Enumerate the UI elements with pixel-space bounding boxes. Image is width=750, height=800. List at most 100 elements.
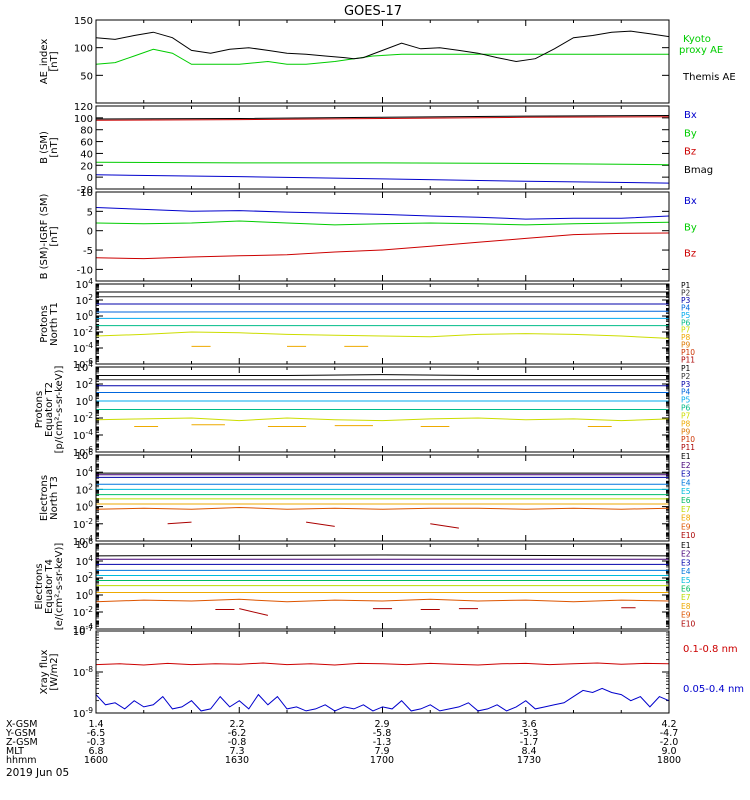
orbit-cell: 1630 [225, 755, 249, 766]
legend-entry: E1 [681, 452, 691, 461]
legend-entry: P2 [681, 288, 691, 297]
y-axis-label: North T1 [49, 302, 60, 346]
y-tick-label: 10-6 [73, 445, 93, 459]
y-tick-label: 100 [75, 309, 93, 323]
plot-title: GOES-17 [344, 4, 402, 19]
series-e9 [95, 506, 670, 510]
y-tick-label: 50 [80, 71, 93, 82]
legend-entry: E9 [681, 522, 691, 531]
y-tick-label: 102 [75, 377, 93, 391]
legend-entry: P2 [681, 372, 691, 381]
series-themis-ae [95, 30, 670, 63]
legend-entry: E7 [681, 593, 691, 602]
date-label: 2019 Jun 05 [6, 767, 69, 779]
series-e1 [95, 554, 670, 557]
y-axis-label: B (SM) [39, 131, 50, 164]
y-tick-label: 100 [75, 588, 93, 602]
y-tick-label: 102 [75, 571, 93, 585]
legend-entry: P1 [681, 364, 691, 373]
y-tick-label: 10-2 [73, 411, 93, 425]
y-axis-label: [nT] [49, 137, 60, 157]
series-kyoto-proxy-ae [95, 48, 669, 65]
y-tick-label: 106 [75, 448, 93, 462]
panel-frame [95, 105, 670, 190]
orbit-cell: -0.3 [87, 737, 106, 748]
panel-bigrf: -10 -5 0 5 10 B (SM)-IGRF (SM) [nT] Bx By Bz [39, 188, 697, 282]
orbit-cell: -4.7 [660, 728, 679, 739]
y-axis-label: North T3 [49, 476, 60, 520]
legend-entry: E2 [681, 461, 691, 470]
y-tick-label: 10-4 [73, 428, 93, 442]
orbit-cell: 7.3 [229, 746, 244, 757]
series-by [95, 220, 670, 226]
legend-entry: P3 [681, 380, 691, 389]
legend-entry: P4 [681, 303, 691, 312]
y-tick-label: -10 [77, 265, 93, 276]
legend-entry: Bx [684, 196, 697, 207]
orbit-cell: 1700 [370, 755, 394, 766]
panel-frame [95, 19, 670, 104]
legend-entry: P7 [681, 411, 691, 420]
y-tick-label: 10 [80, 188, 93, 199]
orbit-cell: 2.9 [374, 719, 389, 730]
legend-bigrf: Bx By Bz [684, 196, 697, 260]
legend-entry: P9 [681, 427, 691, 436]
orbit-cell: 6.8 [88, 746, 103, 757]
orbit-cell: 1800 [657, 755, 681, 766]
series-e9 [95, 598, 670, 603]
orbit-row-label: X-GSM [6, 719, 37, 730]
orbit-cell: 7.9 [374, 746, 389, 757]
y-tick-label: 10-4 [73, 341, 93, 355]
panel-ee: 106 104 102 100 10-2 10-4 Electrons Equator T4[… [34, 537, 696, 636]
legend-entry: E4 [681, 478, 691, 487]
legend-entry: E9 [681, 611, 691, 620]
orbit-row-label: MLT [6, 746, 24, 757]
y-tick-label: 10-4 [73, 534, 93, 548]
series-bmag [95, 115, 670, 120]
legend-entry: P8 [681, 333, 691, 342]
y-tick-label: 40 [80, 149, 93, 160]
y-tick-label: 20 [80, 161, 93, 172]
legend-entry: P1 [681, 281, 691, 290]
series-e10 [167, 521, 192, 525]
legend-xray: 0.1-0.8 nm 0.05-0.4 nm [683, 644, 744, 695]
legend-entry: E1 [681, 541, 691, 550]
y-tick-label: 0 [87, 227, 93, 238]
legend-entry: P11 [681, 443, 695, 452]
legend-entry: E2 [681, 550, 691, 559]
y-tick-label: 10-7 [73, 624, 93, 638]
panel-frame [95, 630, 670, 714]
y-tick-label: 10-9 [73, 706, 93, 720]
legend-entry: Bz [684, 249, 696, 260]
y-axis-label: [nT] [49, 51, 60, 71]
legend-bsm: Bx By Bz Bmag [684, 110, 713, 176]
y-tick-label: 10-4 [73, 622, 93, 636]
orbit-cell: 8.4 [521, 746, 536, 757]
legend-entry: E8 [681, 602, 691, 611]
legend-entry: E3 [681, 558, 691, 567]
y-tick-label: 102 [75, 293, 93, 307]
legend-entry: P6 [681, 404, 691, 413]
panel-frame [95, 454, 670, 542]
legend-entry: Bx [684, 110, 697, 121]
y-tick-label: 106 [75, 537, 93, 551]
y-axis-label: [p/(cm²-s-sr-keV)] [54, 366, 65, 454]
orbit-cell: -6.2 [228, 728, 247, 739]
orbit-cell: 2.2 [229, 719, 244, 730]
y-tick-label: 104 [75, 465, 93, 479]
y-tick-label: 100 [74, 114, 93, 125]
legend-entry: E8 [681, 514, 691, 523]
orbit-cell: 9.0 [661, 746, 676, 757]
legend-entry: P3 [681, 296, 691, 305]
orbit-cell: -5.8 [373, 728, 392, 739]
series-0-05-0-4-nm [95, 687, 670, 712]
series-p4 [95, 310, 670, 313]
legend-entry: P4 [681, 388, 691, 397]
legend-entry: E7 [681, 505, 691, 514]
series-bx [95, 174, 670, 184]
